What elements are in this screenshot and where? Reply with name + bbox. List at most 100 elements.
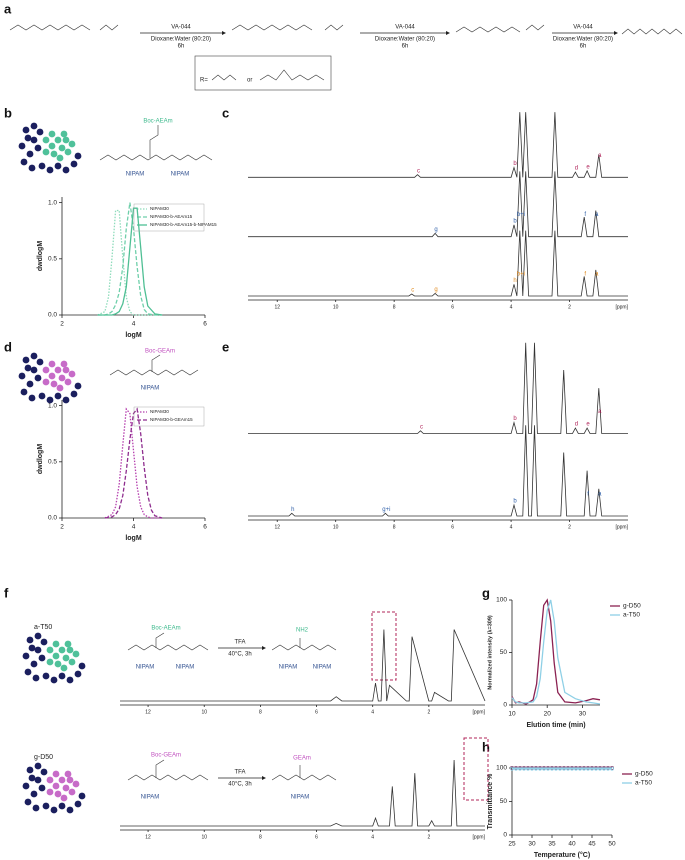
peak-label: b [513,499,517,505]
polymer-bead [38,654,46,662]
marker [558,766,563,771]
solvent: Dioxane:Water (80:20) [375,37,435,43]
marker [526,766,531,771]
polymer-bead [28,394,36,402]
panel-label: e [222,339,229,354]
monomer-bead [60,130,68,138]
marker [610,766,615,771]
x-tick-label: 30 [579,711,587,718]
x-tick-label: 12 [274,524,280,530]
marker [566,766,571,771]
legend-label: NIPAM30 [150,409,169,414]
peak-label: f [584,272,586,278]
spectrum [248,342,628,434]
monomer-bead [54,790,62,798]
legend-box [133,406,205,427]
x-tick-label: 2 [568,304,571,310]
unit-label: NIPAM [176,665,195,671]
x-tick-label: 10 [508,711,516,718]
y-tick-label: 0.0 [48,312,57,319]
polymer-bead [28,164,36,172]
polymer-bead [22,356,30,364]
series-line [511,599,601,705]
polymer-bead [30,366,38,374]
monomer-label: Boc-AEAm [143,119,172,125]
monomer-label: Boc-GEAm [145,349,175,355]
monomer-label: Boc-AEAm [151,626,180,632]
x-axis-label: [ppm] [615,304,628,310]
series-line [97,209,163,316]
unit-label: NIPAM [136,665,155,671]
scheme: VA-044 Dioxane:Water (80:20) 6h VA-044 D… [9,25,683,91]
y-tick-label: 0.5 [48,256,57,263]
polymer-bead [38,162,46,170]
marker [606,766,611,771]
polymer-bead [70,160,78,168]
peak-label: b [513,416,517,422]
polymer-bead [34,646,42,654]
peak-label: a [598,492,602,498]
structure [271,774,337,781]
polymer-bead [58,672,66,680]
solvent: Dioxane:Water (80:20) [553,37,613,43]
monomer-bead [56,384,64,392]
marker [562,766,567,771]
polymer-bead [38,784,46,792]
monomer-bead [62,784,70,792]
x-axis-label: Elution time (min) [526,722,585,729]
x-tick-label: 4 [371,709,374,715]
polymer-bead [30,790,38,798]
monomer-bead [58,374,66,382]
series-line [97,202,163,316]
polymer-bead [30,352,38,360]
monomer-bead [50,380,58,388]
polymer-bead [62,166,70,174]
legend-label: g-D50 [635,771,653,778]
marker [554,766,559,771]
polymer-bead [70,390,78,398]
time: 6h [580,44,587,50]
legend-label: a-T50 [635,780,652,787]
monomer-bead [58,144,66,152]
structure [149,125,159,158]
polymer-bead [18,372,26,380]
sample-label: a-T50 [34,624,52,631]
x-tick-label: 2 [60,321,64,328]
structure [621,28,683,35]
monomer-bead [46,646,54,654]
x-tick-label: 50 [608,841,616,848]
marker [514,766,519,771]
polymer-bead [26,766,34,774]
y-tick-label: 0 [503,702,507,709]
unit-label: NIPAM [313,665,332,671]
legend-label: NIPAM30-b-AEAm15-b-NIPAM15 [150,222,217,227]
y-tick-label: 0.0 [48,515,57,522]
structure [259,69,325,81]
y-tick-label: 0 [503,832,507,839]
monomer-bead [68,140,76,148]
marker [518,766,523,771]
polymer-bead [26,150,34,158]
polymer-bead [78,662,86,670]
marker [602,766,607,771]
legend-label: g-D50 [623,603,641,610]
monomer-bead [46,788,54,796]
marker [542,766,547,771]
reagent: TFA [234,770,245,776]
panel-label: g [482,585,490,600]
product-group: GEAm [293,756,311,762]
structure [155,759,165,778]
peak-label: b+i [517,212,525,218]
polymer-bead [36,128,44,136]
legend-label: NIPAM30-b-GEAm15 [150,417,193,422]
conditions: 40°C, 3h [228,652,251,658]
x-tick-label: 12 [274,304,280,310]
monomer-bead [64,640,72,648]
peak-label: e [586,164,590,170]
polymer-bead [30,136,38,144]
polymer-bead [34,632,42,640]
monomer-bead [60,360,68,368]
monomer-bead [42,136,50,144]
x-tick-label: 40 [568,841,576,848]
solvent: Dioxane:Water (80:20) [151,37,211,43]
